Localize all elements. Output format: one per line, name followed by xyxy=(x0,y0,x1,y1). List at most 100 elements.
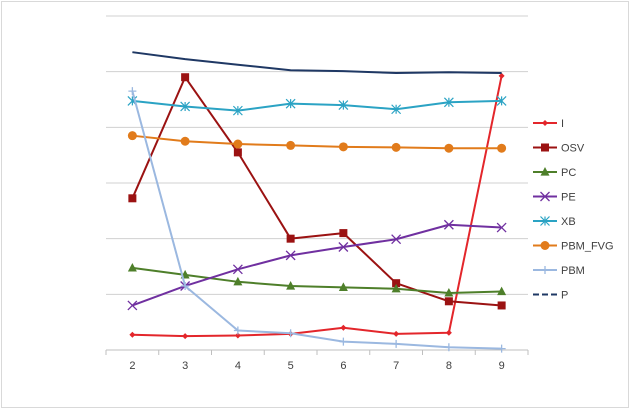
data-point-pe xyxy=(127,300,138,311)
x-tick-label: 9 xyxy=(499,360,505,372)
data-point-i xyxy=(393,330,400,337)
data-point-pe xyxy=(285,250,296,261)
data-point-pc xyxy=(233,276,243,286)
legend: I OSV PC PE XB PBM_FVG PBM P xyxy=(533,118,614,302)
data-point-i xyxy=(129,331,136,338)
data-point-pbm-fvg xyxy=(497,143,507,153)
data-point-pc xyxy=(391,283,401,293)
data-point-pbm xyxy=(444,343,453,352)
data-point-xb xyxy=(443,97,454,108)
data-point-osv xyxy=(392,279,401,288)
legend-item-xb: XB xyxy=(533,216,576,228)
series-pbm-fvg xyxy=(127,131,507,153)
legend-label: P xyxy=(561,290,568,302)
series-line-osv xyxy=(131,76,502,307)
legend-item-osv: OSV xyxy=(533,143,585,155)
data-point-i xyxy=(182,333,189,340)
data-point-osv xyxy=(181,73,190,82)
legend-item-i: I xyxy=(533,118,564,130)
legend-label: OSV xyxy=(561,143,585,155)
legend-label: I xyxy=(561,118,564,130)
data-point-pe xyxy=(443,219,454,230)
data-point-pc xyxy=(338,282,348,291)
data-point-pc xyxy=(127,262,137,272)
data-point-osv xyxy=(128,194,137,203)
data-point-pbm xyxy=(233,326,242,335)
legend-marker xyxy=(540,216,550,226)
legend-label: PBM_FVG xyxy=(561,241,614,253)
series-layer xyxy=(127,51,507,353)
series-osv xyxy=(128,73,506,310)
data-point-pbm xyxy=(128,87,137,96)
data-point-pe xyxy=(338,242,349,252)
data-point-pbm xyxy=(286,329,295,338)
data-point-xb xyxy=(232,105,243,116)
data-point-pe xyxy=(232,264,243,275)
legend-item-pbm-fvg: PBM_FVG xyxy=(533,241,614,253)
series-line-pc xyxy=(132,266,502,294)
data-point-xb xyxy=(285,98,296,109)
data-point-i xyxy=(340,324,347,331)
series-line-pbm-fvg xyxy=(132,134,502,150)
data-point-xb xyxy=(391,104,402,115)
data-point-pbm-fvg xyxy=(233,139,243,149)
data-point-pc xyxy=(286,281,296,290)
data-point-pbm-fvg xyxy=(180,136,190,146)
data-point-osv xyxy=(444,297,453,306)
series-line-i xyxy=(132,75,503,338)
legend-marker xyxy=(540,191,550,202)
legend-label: PBM xyxy=(561,265,585,277)
legend-marker xyxy=(540,241,550,250)
legend-item-pe: PE xyxy=(533,192,576,204)
data-point-pbm xyxy=(181,281,190,290)
series-line-pe xyxy=(132,223,502,307)
data-point-pbm-fvg xyxy=(127,131,137,141)
x-tick-label: 5 xyxy=(288,360,294,372)
series-line-p xyxy=(132,51,502,75)
x-axis: 2 3 4 5 6 7 8 9 xyxy=(105,349,529,372)
legend-label: PE xyxy=(561,192,576,204)
data-point-i xyxy=(498,72,505,79)
data-point-xb xyxy=(180,101,191,112)
data-point-i xyxy=(445,329,452,336)
series-line-xb xyxy=(132,99,502,112)
data-point-i xyxy=(234,332,241,339)
series-line-pbm xyxy=(131,90,502,350)
data-point-pbm-fvg xyxy=(338,142,348,152)
data-point-osv xyxy=(286,234,295,243)
data-point-pbm xyxy=(339,337,348,346)
data-point-xb xyxy=(338,100,349,110)
series-pc xyxy=(127,262,507,297)
x-tick-label: 2 xyxy=(129,360,135,372)
legend-item-pbm: PBM xyxy=(533,265,585,277)
legend-label: PC xyxy=(561,167,576,179)
x-tick-label: 8 xyxy=(446,360,452,372)
data-point-osv xyxy=(497,301,506,310)
data-point-pbm-fvg xyxy=(391,142,401,152)
data-point-osv xyxy=(339,229,348,238)
series-i xyxy=(129,72,505,340)
data-point-pbm-fvg xyxy=(286,140,296,150)
legend-marker xyxy=(541,143,549,152)
series-pbm xyxy=(128,87,506,353)
data-point-pe xyxy=(496,222,507,233)
data-point-pbm xyxy=(497,344,506,353)
legend-marker xyxy=(540,167,550,176)
data-point-osv xyxy=(233,148,242,157)
x-tick-label: 3 xyxy=(182,360,188,372)
data-point-pc xyxy=(497,286,507,296)
legend-marker xyxy=(542,120,548,126)
legend-marker xyxy=(541,266,549,274)
legend-item-pc: PC xyxy=(533,167,576,179)
legend-label: XB xyxy=(561,216,576,228)
data-point-xb xyxy=(496,95,507,106)
legend-item-p: P xyxy=(533,290,568,302)
data-point-pbm xyxy=(392,339,401,348)
x-tick-label: 6 xyxy=(340,360,346,372)
x-tick-label: 4 xyxy=(235,360,241,372)
data-point-pe xyxy=(391,234,402,245)
series-xb xyxy=(127,95,507,116)
x-tick-label: 7 xyxy=(393,360,399,372)
